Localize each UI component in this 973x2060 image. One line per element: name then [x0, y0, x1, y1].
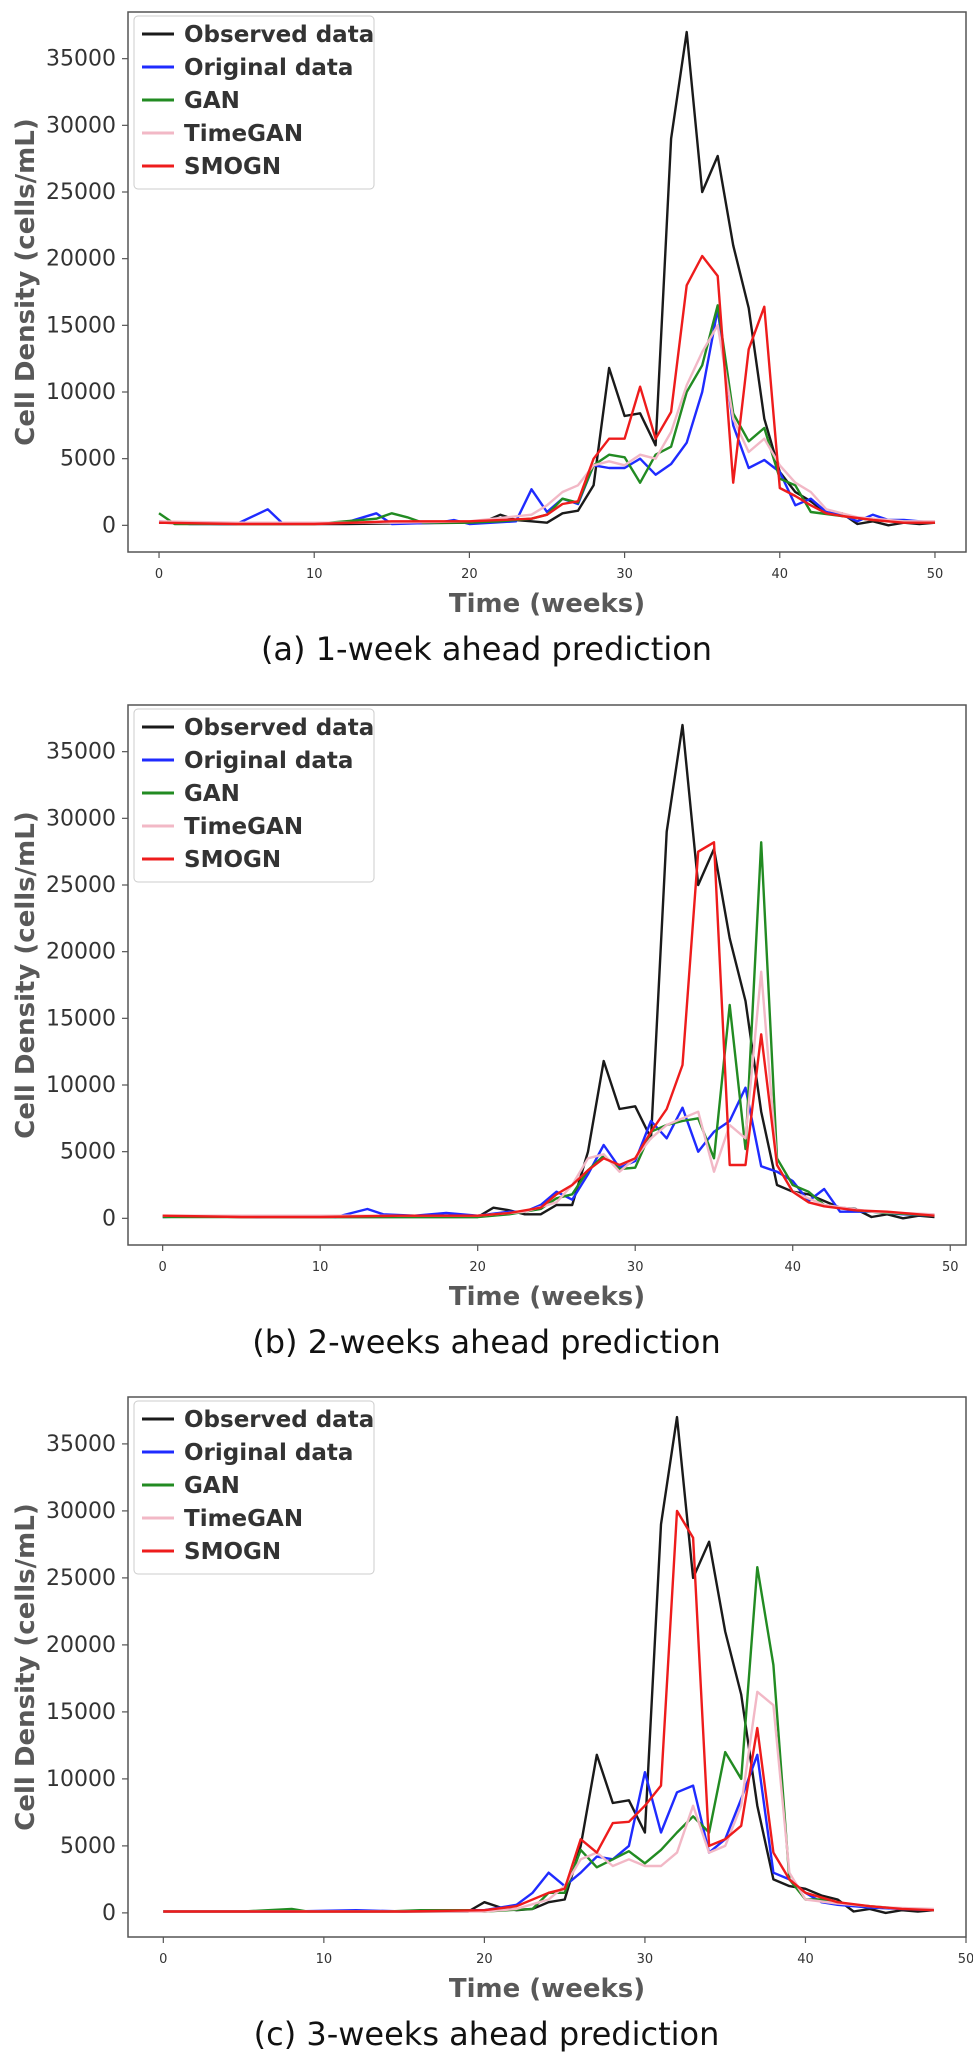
chart-b: 0 5000 10000 15000 20000 25000 30000 35000 0 10 20… — [11, 704, 967, 1312]
legend-label: TimeGAN — [184, 814, 303, 840]
x-axis-title: Time (weeks) — [449, 1282, 645, 1312]
series-line-smogn — [158, 254, 935, 526]
y-tick-label: 20000 — [46, 940, 116, 965]
y-tick-label: 30000 — [46, 806, 116, 831]
y-tick-label: 10000 — [46, 1073, 116, 1098]
y-tick-label: 20000 — [46, 247, 116, 272]
x-tick-label: 20 — [476, 1952, 493, 1967]
y-tick-label: 5000 — [60, 447, 116, 472]
y-tick-label: 5000 — [60, 1140, 116, 1165]
legend — [133, 1400, 375, 1575]
x-axis-title: Time (weeks) — [449, 1974, 645, 2004]
x-tick-label: 30 — [637, 1952, 654, 1967]
series-group — [158, 30, 936, 527]
caption-c: (c) 3-weeks ahead prediction — [253, 2015, 720, 2053]
y-tick-label: 30000 — [46, 1499, 116, 1524]
x-tick-label: 10 — [312, 1260, 329, 1275]
legend-label: Observed data — [184, 715, 374, 741]
legend-label: TimeGAN — [184, 1506, 303, 1532]
x-tick-label: 0 — [155, 567, 163, 582]
y-tick-label: 25000 — [46, 180, 116, 205]
y-axis-title: Cell Density (cells/mL) — [11, 811, 41, 1138]
legend-label: SMOGN — [184, 847, 281, 873]
y-tick-label: 30000 — [46, 113, 116, 138]
series-group — [162, 723, 935, 1220]
series-line-timegan — [163, 1690, 934, 1913]
y-tick-label: 15000 — [46, 1006, 116, 1031]
y-tick-label: 0 — [102, 1206, 116, 1231]
x-tick-label: 0 — [159, 1952, 167, 1967]
x-axis-title: Time (weeks) — [449, 589, 645, 619]
y-tick-label: 0 — [102, 1901, 116, 1926]
legend — [133, 15, 375, 190]
series-line-timegan — [158, 324, 935, 524]
x-tick-label: 40 — [772, 567, 789, 582]
panel-b: 0 5000 10000 15000 20000 25000 30000 35000 0 10 20… — [0, 693, 973, 1361]
legend-label: GAN — [184, 88, 240, 114]
y-tick-label: 5000 — [60, 1834, 116, 1859]
x-tick-label: 40 — [784, 1260, 801, 1275]
series-line-original-data — [162, 1086, 935, 1219]
series-line-smogn — [162, 841, 935, 1219]
series-line-gan — [162, 841, 935, 1219]
y-tick-label: 25000 — [46, 1566, 116, 1591]
legend-label: Observed data — [184, 22, 374, 48]
y-tick-label: 15000 — [46, 1700, 116, 1725]
legend-label: Original data — [184, 748, 353, 774]
chart-a: 0 5000 10000 15000 20000 25000 30000 35000 0 10 20… — [11, 11, 967, 619]
legend-label: GAN — [184, 781, 240, 807]
y-tick-label: 35000 — [46, 740, 116, 765]
legend-label: GAN — [184, 1473, 240, 1499]
plot-frame — [127, 704, 967, 1246]
y-tick-label: 0 — [102, 513, 116, 538]
series-line-timegan — [162, 970, 935, 1217]
legend-label: SMOGN — [184, 1539, 281, 1565]
x-tick-label: 10 — [306, 567, 323, 582]
legend-label: Original data — [184, 1440, 353, 1466]
legend-label: TimeGAN — [184, 121, 303, 147]
chart-c: 0 5000 10000 15000 20000 25000 30000 35000 0 10 20… — [11, 1396, 973, 2004]
legend — [133, 708, 375, 883]
y-tick-label: 10000 — [46, 380, 116, 405]
caption-a: (a) 1-week ahead prediction — [260, 630, 713, 668]
y-tick-label: 20000 — [46, 1633, 116, 1658]
y-tick-label: 15000 — [46, 313, 116, 338]
x-tick-label: 30 — [616, 567, 633, 582]
plot-frame — [127, 11, 967, 553]
series-line-gan — [158, 304, 936, 526]
x-tick-label: 0 — [159, 1260, 167, 1275]
y-tick-label: 10000 — [46, 1767, 116, 1792]
y-tick-label: 25000 — [46, 873, 116, 898]
legend-label: Original data — [184, 55, 353, 81]
series-line-original-data — [158, 308, 936, 526]
x-tick-label: 50 — [958, 1952, 973, 1967]
series-group — [163, 1415, 934, 1915]
x-tick-label: 50 — [927, 567, 944, 582]
x-tick-label: 50 — [942, 1260, 959, 1275]
x-tick-label: 10 — [316, 1952, 333, 1967]
series-line-gan — [163, 1566, 934, 1913]
legend-label: Observed data — [184, 1407, 374, 1433]
x-tick-label: 40 — [797, 1952, 814, 1967]
panel-a: 0 5000 10000 15000 20000 25000 30000 35000 0 10 20… — [0, 0, 973, 668]
x-tick-label: 20 — [461, 567, 478, 582]
x-tick-label: 30 — [627, 1260, 644, 1275]
y-axis-title: Cell Density (cells/mL) — [11, 118, 41, 445]
caption-b: (b) 2-weeks ahead prediction — [252, 1323, 721, 1361]
y-tick-label: 35000 — [46, 1432, 116, 1457]
y-axis-title: Cell Density (cells/mL) — [11, 1503, 41, 1830]
y-tick-label: 35000 — [46, 47, 116, 72]
legend-label: SMOGN — [184, 154, 281, 180]
panel-c: 0 5000 10000 15000 20000 25000 30000 35000 0 10 20… — [0, 1385, 973, 2053]
plot-frame — [127, 1396, 967, 1938]
series-line-original-data — [163, 1753, 934, 1913]
x-tick-label: 20 — [469, 1260, 486, 1275]
series-line-smogn — [163, 1509, 934, 1913]
